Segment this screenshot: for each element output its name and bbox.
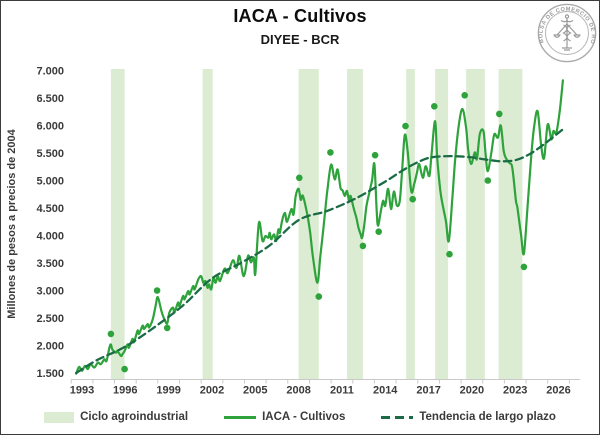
cycle-band	[466, 69, 485, 379]
cycle-band	[110, 69, 125, 379]
x-tick-label: 2011	[330, 385, 354, 397]
y-tick-label: 5.500	[36, 148, 64, 160]
legend-label-ciclo: Ciclo agroindustrial	[80, 411, 189, 423]
cycle-band	[202, 69, 213, 379]
cycle-band	[406, 69, 415, 379]
y-axis-title-text: Millones de pesos a precios de 2004	[6, 128, 18, 318]
turning-point-dot	[484, 177, 492, 184]
y-tick-label: 6.000	[36, 121, 64, 133]
turning-point-dot	[520, 263, 528, 271]
y-tick-label: 3.000	[36, 286, 64, 298]
x-tick-label: 2017	[416, 385, 440, 397]
x-tick-label: 1993	[70, 385, 94, 397]
caduceus-icon	[553, 14, 581, 51]
logo-inner-ring	[545, 11, 589, 55]
y-tick-label: 5.000	[36, 176, 64, 188]
trend-line-path	[75, 128, 565, 375]
turning-point-dot	[327, 149, 334, 156]
turning-point-dot	[461, 92, 469, 99]
x-tick-label: 2008	[286, 385, 310, 397]
legend-label-iaca: IACA - Cultivos	[262, 411, 346, 423]
legend-item-iaca: IACA - Cultivos	[224, 411, 345, 423]
legend: Ciclo agroindustrial IACA - Cultivos Ten…	[1, 406, 599, 428]
x-tick-label: 1996	[113, 385, 137, 397]
x-axis	[70, 379, 580, 384]
y-tick-label: 3.500	[36, 258, 64, 270]
turning-point-dot	[446, 250, 453, 258]
y-tick-label: 2.000	[36, 341, 64, 353]
y-tick-label: 4.000	[36, 231, 64, 243]
x-tick-label: 2023	[503, 385, 527, 397]
turning-point-dot	[375, 228, 383, 235]
y-tick-label: 7.000	[36, 66, 64, 78]
y-axis-title: Millones de pesos a precios de 2004	[6, 128, 18, 318]
x-tick-label: 1999	[156, 385, 180, 397]
turning-point-dot	[163, 324, 171, 332]
turning-point-dot	[371, 151, 379, 159]
x-tick-label: 2014	[373, 385, 398, 397]
cycle-band	[435, 69, 449, 379]
cycle-turning-point-dots	[107, 92, 528, 373]
y-tick-labels: 7.000 6.500 6.000 5.500 5.000 4.500 4.000 3.500…	[36, 66, 64, 381]
cycle-band	[498, 69, 523, 379]
dashed-swatch-icon	[381, 415, 414, 419]
turning-point-dot	[496, 110, 503, 118]
bcr-logo: BOLSA DE COMERCIO DE ROSARIO	[537, 3, 597, 63]
y-tick-label: 2.500	[36, 313, 64, 325]
x-tick-label: 2002	[200, 385, 224, 397]
legend-label-tendencia: Tendencia de largo plazo	[419, 411, 556, 423]
turning-point-dot	[409, 195, 417, 203]
x-tick-labels: 1993 1996 1999 2002 2005 2008 2011 2014 2017 2020…	[70, 385, 571, 397]
turning-point-dot	[153, 287, 161, 294]
legend-item-tendencia: Tendencia de largo plazo	[381, 411, 556, 423]
turning-point-dot	[431, 103, 438, 110]
turning-point-dot	[315, 293, 323, 300]
cycle-band	[347, 69, 363, 379]
turning-point-dot	[296, 174, 303, 182]
chart-subtitle: DIYEE - BCR	[260, 32, 340, 47]
y-tick-label: 1.500	[36, 368, 64, 380]
x-tick-label: 2020	[460, 385, 484, 397]
turning-point-dot	[121, 365, 128, 373]
y-tick-label: 4.500	[36, 203, 64, 215]
turning-point-dot	[359, 242, 367, 250]
long-term-trend-line	[75, 128, 565, 375]
x-tick-label: 2026	[546, 385, 570, 397]
chart-title: IACA - Cultivos	[233, 6, 367, 26]
band-swatch-icon	[44, 411, 75, 423]
x-tick-label: 2005	[243, 385, 267, 397]
line-swatch-icon	[224, 415, 257, 419]
turning-point-dot	[107, 330, 115, 338]
y-tick-label: 6.500	[36, 93, 64, 105]
turning-point-dot	[402, 122, 409, 130]
legend-item-ciclo: Ciclo agroindustrial	[44, 411, 188, 423]
